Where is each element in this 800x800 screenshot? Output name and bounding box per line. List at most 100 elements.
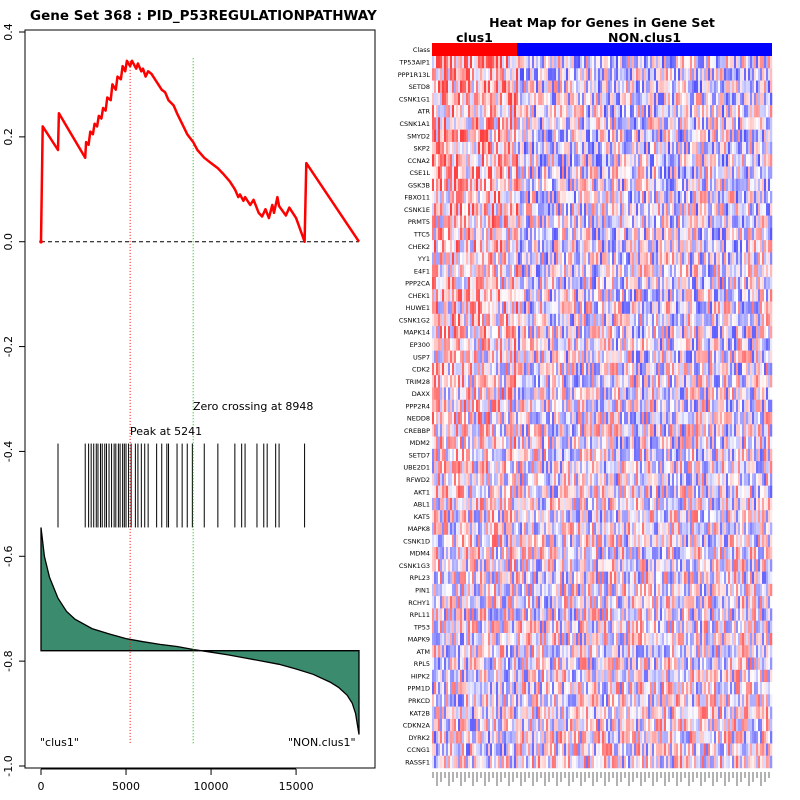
heatmap-cell (456, 215, 459, 229)
heatmap-cell (476, 276, 479, 290)
heatmap-cell (708, 289, 711, 302)
heatmap-cell (454, 191, 457, 204)
heatmap-cell (576, 252, 579, 265)
heatmap-cell (466, 240, 469, 253)
heatmap-cell (548, 191, 551, 204)
heatmap-cell (698, 178, 701, 192)
heatmap-cell (528, 191, 531, 204)
heatmap-cell (558, 80, 561, 94)
heatmap-cell (638, 105, 641, 118)
heatmap-cell (646, 313, 649, 327)
heatmap-cell (682, 129, 685, 143)
heatmap-cell (700, 227, 703, 241)
heatmap-cell (550, 252, 553, 265)
heatmap-cell (544, 399, 547, 413)
heatmap-cell (646, 129, 649, 143)
heatmap-cell (558, 387, 561, 400)
heatmap-cell (460, 399, 463, 413)
gene-label: ATR (418, 108, 431, 116)
heatmap-cell (644, 80, 647, 94)
heatmap-cell (672, 350, 675, 364)
heatmap-cell (584, 387, 587, 400)
heatmap-cell (602, 338, 605, 351)
heatmap-cell (642, 326, 645, 339)
heatmap-cell (650, 289, 653, 302)
gene-label: RPL11 (410, 611, 430, 619)
heatmap-cell (624, 215, 627, 229)
heatmap-cell (638, 227, 641, 241)
heatmap-cell (746, 178, 749, 192)
heatmap-cell (480, 326, 483, 339)
heatmap-cell (766, 289, 769, 302)
heatmap-cell (554, 105, 557, 118)
heatmap-cell (624, 92, 627, 106)
heatmap-cell (742, 313, 745, 327)
heatmap-cell (758, 154, 761, 167)
heatmap-cell (680, 105, 683, 118)
heatmap-cell (698, 387, 701, 400)
heatmap-cell (702, 326, 705, 339)
heatmap-cell (724, 105, 727, 118)
heatmap-cell (730, 313, 733, 327)
heatmap-cell (496, 166, 499, 180)
heatmap-cell (756, 264, 759, 278)
heatmap-cell (498, 203, 501, 216)
heatmap-cell (534, 362, 537, 376)
heatmap-cell (660, 387, 663, 400)
heatmap-cell (600, 203, 603, 216)
heatmap-cell (434, 203, 437, 216)
heatmap-cell (708, 141, 711, 155)
heatmap-cell (550, 215, 553, 229)
heatmap-cell (726, 80, 729, 94)
heatmap-cell (764, 301, 767, 315)
heatmap-cell (432, 252, 435, 265)
heatmap-cell (664, 203, 667, 216)
heatmap-cell (604, 215, 607, 229)
heatmap-cell (474, 117, 477, 130)
heatmap-cell (586, 80, 589, 94)
heatmap-cell (492, 399, 495, 413)
heatmap-cell (488, 129, 491, 143)
heatmap-cell (530, 178, 533, 192)
heatmap-cell (752, 68, 755, 81)
heatmap-cell (716, 105, 719, 118)
heatmap-cell (498, 92, 501, 106)
heatmap-cell (536, 399, 539, 413)
heatmap-cell (524, 203, 527, 216)
heatmap-cell (462, 387, 465, 400)
heatmap-cell (580, 301, 583, 315)
heatmap-cell (766, 129, 769, 143)
heatmap-cell (754, 117, 757, 130)
heatmap-cell (764, 166, 767, 180)
heatmap-cell (618, 215, 621, 229)
heatmap-cell (620, 276, 623, 290)
heatmap-cell (546, 240, 549, 253)
heatmap-cell (638, 191, 641, 204)
heatmap-cell (706, 117, 709, 130)
heatmap-cell (656, 301, 659, 315)
heatmap-cell (540, 326, 543, 339)
heatmap-cell (638, 129, 641, 143)
heatmap-cell (532, 92, 535, 106)
heatmap-cell (766, 166, 769, 180)
heatmap-cell (700, 313, 703, 327)
gene-label: PRMT5 (408, 218, 430, 226)
heatmap-cell (440, 252, 443, 265)
heatmap-cell (540, 154, 543, 167)
heatmap-cell (518, 313, 521, 327)
heatmap-cell (534, 191, 537, 204)
heatmap-cell (570, 105, 573, 118)
heatmap-cell (468, 92, 471, 106)
heatmap-cell (742, 289, 745, 302)
heatmap-cell (602, 240, 605, 253)
heatmap-cell (634, 215, 637, 229)
heatmap-cell (702, 301, 705, 315)
heatmap-cell (552, 326, 555, 339)
heatmap-cell (602, 215, 605, 229)
heatmap-cell (648, 56, 651, 69)
heatmap-cell (438, 338, 441, 351)
heatmap-cell (676, 191, 679, 204)
heatmap-cell (572, 264, 575, 278)
heatmap-cell (480, 252, 483, 265)
heatmap-cell (582, 313, 585, 327)
